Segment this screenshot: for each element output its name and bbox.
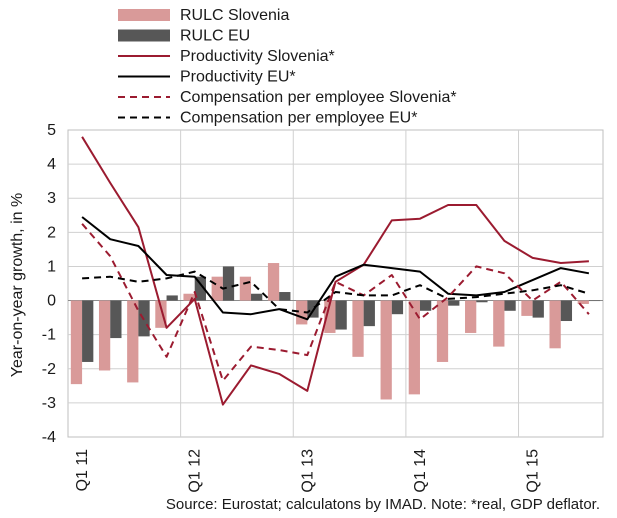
bar-rulc-slovenia [267, 263, 280, 301]
bar-rulc-eu [251, 293, 263, 301]
bar-rulc-slovenia [380, 300, 392, 400]
lines [81, 136, 590, 406]
x-tick-label: Q1 15 [525, 449, 542, 493]
y-tick-label: 3 [47, 190, 56, 207]
legend-label: Compensation per employee Slovenia* [180, 89, 457, 106]
bar-rulc-eu [166, 295, 178, 301]
bar-rulc-eu [588, 300, 601, 302]
legend-swatch [118, 9, 170, 21]
legend-label: RULC Slovenia [180, 7, 289, 24]
y-tick-label: 1 [47, 258, 56, 275]
bar-rulc-eu [448, 300, 460, 306]
y-axis-label: Year-on-year growth, in % [9, 193, 26, 377]
legend: RULC Slovenia RULC EU Productivity Sloveni… [118, 7, 457, 127]
bar-rulc-eu [335, 300, 347, 330]
legend-swatch [118, 29, 170, 42]
bar-rulc-eu [419, 300, 432, 311]
bar-rulc-eu [279, 292, 291, 301]
legend-label: Compensation per employee EU* [180, 110, 417, 127]
bar-rulc-eu [363, 300, 375, 327]
legend-label: Productivity EU* [180, 69, 296, 86]
bar-rulc-slovenia [98, 300, 111, 371]
bar-rulc-slovenia [324, 300, 336, 333]
x-tick-label: Q1 14 [412, 449, 429, 493]
bar-rulc-slovenia [436, 300, 449, 362]
axes: 5 4 3 2 1 0 -1 -2 -3 -4 Q1 11 Q1 12 Q1 13 Q1 14 Q1 15 [42, 122, 542, 493]
line-compensation-slovenia [81, 223, 590, 382]
y-tick-label: 5 [47, 122, 56, 139]
bar-rulc-slovenia [352, 300, 364, 357]
bar-rulc-eu [504, 300, 516, 311]
bar-rulc-eu [110, 300, 122, 339]
bar-rulc-eu [476, 300, 488, 303]
y-tick-label: -1 [42, 327, 56, 344]
source-note: Source: Eurostat; calculatons by IMAD. N… [166, 496, 600, 513]
bar-rulc-slovenia [155, 300, 167, 328]
x-tick-label: Q1 13 [299, 449, 316, 493]
line-productivity-slovenia [81, 136, 589, 406]
x-tick-label: Q1 11 [74, 449, 91, 492]
bar-rulc-slovenia [493, 300, 505, 347]
bar-rulc-slovenia [465, 300, 477, 333]
bar-rulc-slovenia [183, 293, 195, 301]
legend-label: RULC EU [180, 28, 250, 45]
y-tick-label: -3 [42, 395, 56, 412]
y-tick-label: 4 [47, 156, 56, 173]
bar-rulc-slovenia [127, 300, 139, 383]
bar-rulc-slovenia [239, 276, 252, 301]
bar-rulc-slovenia [577, 300, 589, 304]
plot-frame [67, 129, 604, 438]
y-tick-label: 2 [47, 224, 56, 241]
bar-rulc-slovenia [521, 300, 533, 316]
bar-rulc-eu [194, 276, 206, 301]
bar-rulc-slovenia [296, 300, 308, 325]
bar-rulc-eu [560, 300, 573, 322]
bar-rulc-slovenia [408, 300, 420, 395]
bar-rulc-eu [82, 300, 94, 362]
legend-label: Productivity Slovenia* [180, 48, 335, 65]
x-tick-label: Q1 12 [187, 449, 204, 493]
bar-rulc-slovenia [70, 300, 83, 385]
y-tick-label: -2 [42, 361, 56, 378]
bar-rulc-eu [391, 300, 404, 315]
bar-rulc-eu [222, 266, 235, 301]
y-tick-label: -4 [42, 429, 56, 446]
line-compensation-eu [82, 270, 590, 314]
bar-rulc-eu [532, 300, 544, 318]
bar-rulc-slovenia [211, 276, 223, 301]
bar-rulc-slovenia [549, 300, 561, 349]
line-productivity-eu [81, 216, 590, 321]
y-tick-label: 0 [47, 293, 56, 310]
